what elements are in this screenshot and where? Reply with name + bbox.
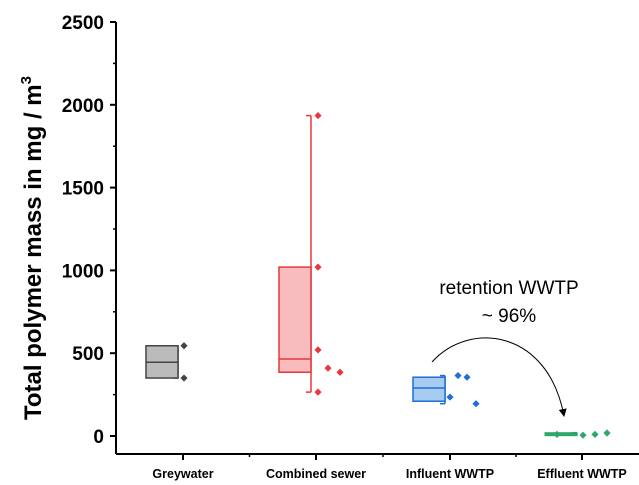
- box-group-2: [412, 371, 480, 408]
- data-point-2-3: [472, 400, 480, 408]
- data-point-1-4: [336, 368, 344, 376]
- data-point-1-5: [314, 388, 322, 396]
- data-point-1-0: [314, 111, 322, 120]
- data-point-1-1: [314, 263, 322, 271]
- data-point-2-0: [454, 371, 462, 380]
- box-rect-3: [544, 432, 578, 437]
- y-tick-label-4: 2000: [62, 96, 104, 117]
- box-group-1: [278, 111, 344, 396]
- data-point-3-1: [579, 431, 587, 439]
- data-point-1-3: [324, 364, 332, 372]
- box-rect-1: [278, 266, 312, 373]
- y-axis-label-superscript: 3: [18, 76, 35, 84]
- annotation-arrow: [431, 337, 567, 417]
- x-category-label-2: Influent WWTP: [406, 467, 494, 481]
- data-point-3-2: [591, 430, 599, 438]
- data-point-1-2: [314, 346, 322, 354]
- y-tick-label-5: 2500: [62, 13, 104, 34]
- annotation-line-2: ~ 96%: [482, 306, 537, 327]
- plot-area: 0 500 1000 1500 2000 2500 Greywater Combined se…: [62, 13, 639, 481]
- data-point-0-0: [180, 342, 188, 350]
- y-tick-label-0: 0: [93, 427, 104, 448]
- box-rect-2: [412, 376, 446, 402]
- y-axis-label: Total polymer mass in mg / m3: [18, 76, 47, 420]
- x-category-label-3: Effluent WWTP: [537, 467, 627, 481]
- x-category-label-0: Greywater: [152, 467, 213, 481]
- y-tick-label-1: 500: [72, 344, 104, 365]
- x-category-label-1: Combined sewer: [266, 467, 366, 481]
- box-group-0: [145, 342, 188, 382]
- data-point-3-3: [603, 429, 611, 437]
- y-tick-label-2: 1000: [62, 261, 104, 282]
- data-point-2-1: [463, 373, 471, 381]
- box-group-3: [544, 429, 611, 439]
- y-axis-label-main: Total polymer mass in mg / m: [20, 84, 47, 420]
- data-point-0-1: [180, 374, 188, 382]
- data-point-2-2: [446, 393, 454, 401]
- annotation-line-1: retention WWTP: [439, 278, 578, 299]
- y-tick-label-3: 1500: [62, 179, 104, 200]
- data-point-3-0: [553, 430, 561, 438]
